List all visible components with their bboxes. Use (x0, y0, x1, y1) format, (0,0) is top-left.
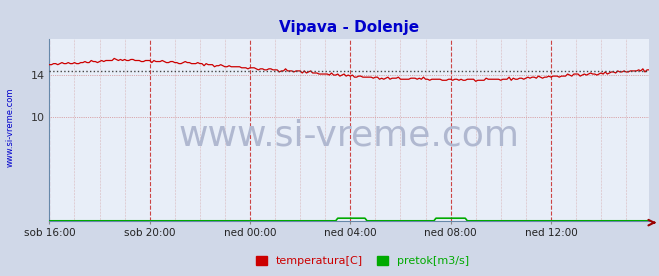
Text: www.si-vreme.com: www.si-vreme.com (179, 118, 520, 152)
Text: www.si-vreme.com: www.si-vreme.com (5, 87, 14, 167)
Legend: temperatura[C], pretok[m3/s]: temperatura[C], pretok[m3/s] (252, 251, 473, 270)
Title: Vipava - Dolenje: Vipava - Dolenje (279, 20, 419, 35)
